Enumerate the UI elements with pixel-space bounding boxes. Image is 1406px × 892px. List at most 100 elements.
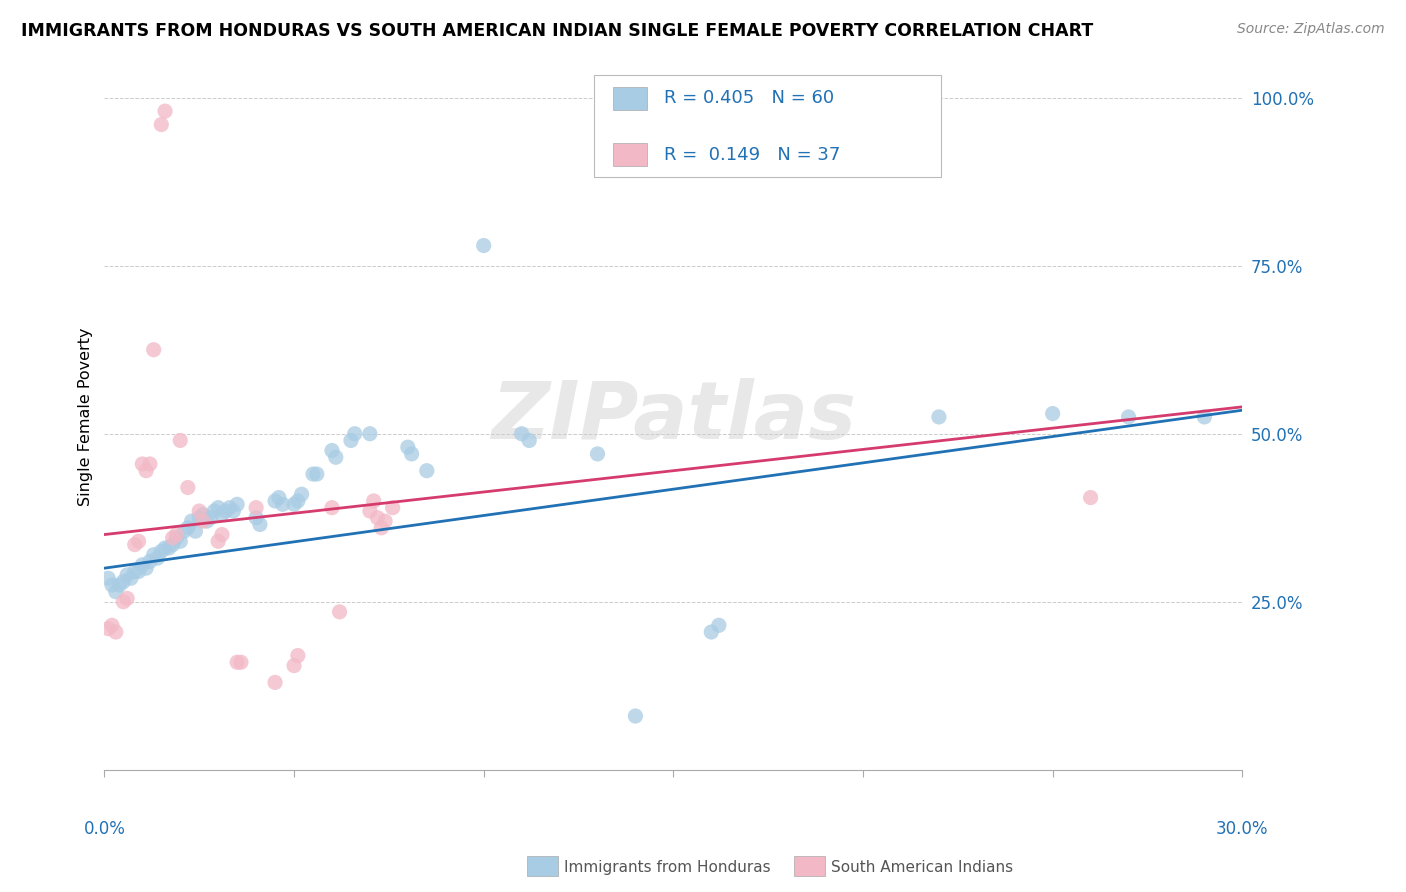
Point bbox=[195, 514, 218, 528]
Point bbox=[325, 450, 347, 465]
Text: R =  0.149   N = 37: R = 0.149 N = 37 bbox=[664, 145, 841, 164]
Point bbox=[115, 591, 138, 606]
Point bbox=[472, 238, 495, 252]
Point bbox=[191, 508, 214, 522]
Point bbox=[191, 514, 214, 528]
Point bbox=[173, 524, 195, 539]
Point bbox=[249, 517, 271, 532]
Point bbox=[624, 709, 647, 723]
Point bbox=[700, 625, 723, 640]
Point bbox=[101, 618, 124, 632]
Point bbox=[215, 504, 238, 518]
Point bbox=[177, 521, 200, 535]
Point bbox=[97, 571, 120, 585]
Point bbox=[146, 551, 169, 566]
Point bbox=[707, 618, 730, 632]
Point bbox=[150, 118, 173, 132]
Text: 0.0%: 0.0% bbox=[83, 821, 125, 838]
Point bbox=[291, 487, 314, 501]
Point bbox=[131, 558, 153, 572]
Point bbox=[188, 504, 211, 518]
Point bbox=[343, 426, 366, 441]
Text: South American Indians: South American Indians bbox=[831, 860, 1014, 874]
Point bbox=[184, 524, 207, 539]
Point bbox=[374, 514, 396, 528]
Point bbox=[200, 510, 222, 524]
Point bbox=[401, 447, 423, 461]
Point bbox=[1194, 409, 1216, 424]
Point bbox=[177, 481, 200, 495]
Point bbox=[142, 548, 165, 562]
Point bbox=[222, 504, 245, 518]
Point bbox=[124, 538, 146, 552]
Point bbox=[120, 571, 142, 585]
Point bbox=[128, 565, 150, 579]
Point bbox=[928, 409, 950, 424]
Text: R = 0.405   N = 60: R = 0.405 N = 60 bbox=[664, 89, 834, 107]
Point bbox=[396, 440, 419, 454]
Point bbox=[202, 504, 225, 518]
Point bbox=[207, 500, 229, 515]
Point bbox=[586, 447, 609, 461]
Point bbox=[104, 625, 127, 640]
Point bbox=[218, 500, 240, 515]
Point bbox=[169, 534, 191, 549]
Point bbox=[142, 343, 165, 357]
Point bbox=[287, 494, 309, 508]
Y-axis label: Single Female Poverty: Single Female Poverty bbox=[79, 327, 93, 506]
Point bbox=[104, 584, 127, 599]
Point bbox=[135, 464, 157, 478]
Point bbox=[264, 675, 287, 690]
Point bbox=[363, 494, 385, 508]
Point bbox=[226, 655, 249, 669]
Point bbox=[1118, 409, 1140, 424]
Text: Source: ZipAtlas.com: Source: ZipAtlas.com bbox=[1237, 22, 1385, 37]
Point bbox=[416, 464, 439, 478]
Point bbox=[115, 567, 138, 582]
Point bbox=[381, 500, 404, 515]
Point bbox=[321, 443, 343, 458]
Point bbox=[226, 497, 249, 511]
Point bbox=[112, 574, 135, 589]
Text: IMMIGRANTS FROM HONDURAS VS SOUTH AMERICAN INDIAN SINGLE FEMALE POVERTY CORRELAT: IMMIGRANTS FROM HONDURAS VS SOUTH AMERIC… bbox=[21, 22, 1094, 40]
Bar bbox=[613, 87, 647, 110]
Point bbox=[153, 104, 176, 119]
Point bbox=[108, 578, 131, 592]
Text: Immigrants from Honduras: Immigrants from Honduras bbox=[564, 860, 770, 874]
Point bbox=[245, 510, 267, 524]
Point bbox=[370, 521, 392, 535]
Point bbox=[211, 508, 233, 522]
Point bbox=[329, 605, 352, 619]
Point bbox=[169, 434, 191, 448]
Point bbox=[271, 497, 294, 511]
Point bbox=[124, 565, 146, 579]
Point bbox=[153, 541, 176, 555]
Point bbox=[207, 534, 229, 549]
Point bbox=[1042, 407, 1064, 421]
Point bbox=[305, 467, 328, 481]
Point bbox=[340, 434, 363, 448]
Point bbox=[97, 622, 120, 636]
Point bbox=[302, 467, 325, 481]
Point bbox=[245, 500, 267, 515]
Point bbox=[139, 457, 162, 471]
Point bbox=[321, 500, 343, 515]
Point bbox=[359, 504, 381, 518]
Point bbox=[128, 534, 150, 549]
Point bbox=[135, 561, 157, 575]
Text: ZIPatlas: ZIPatlas bbox=[491, 378, 856, 456]
Point bbox=[366, 510, 388, 524]
Point bbox=[150, 544, 173, 558]
Point bbox=[517, 434, 540, 448]
Point bbox=[283, 497, 305, 511]
FancyBboxPatch shape bbox=[593, 75, 941, 177]
Point bbox=[510, 426, 533, 441]
Point bbox=[162, 531, 184, 545]
Point bbox=[112, 595, 135, 609]
Point bbox=[267, 491, 290, 505]
Point bbox=[264, 494, 287, 508]
Point bbox=[157, 541, 180, 555]
Point bbox=[131, 457, 153, 471]
Point bbox=[162, 538, 184, 552]
Point bbox=[287, 648, 309, 663]
